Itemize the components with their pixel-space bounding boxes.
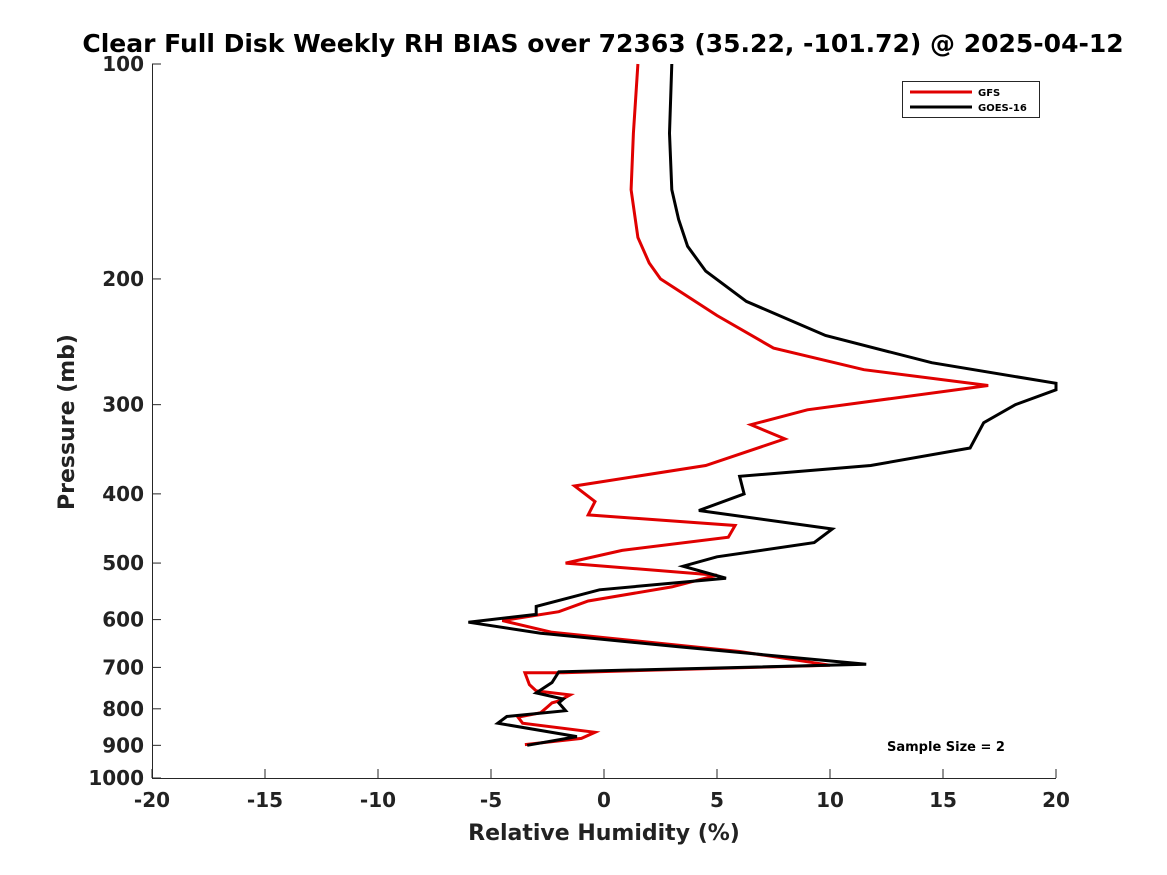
y-axis-label: Pressure (mb) xyxy=(55,334,80,510)
sample-size-annotation: Sample Size = 2 xyxy=(887,740,1005,755)
y-tick-label: 200 xyxy=(102,267,144,291)
y-tick-label: 500 xyxy=(102,551,144,575)
y-tick-label: 100 xyxy=(102,52,144,76)
series-lines xyxy=(468,63,1058,747)
x-tick-label: -10 xyxy=(360,788,396,812)
y-tick-label: 800 xyxy=(102,697,144,721)
x-tick-label: 0 xyxy=(597,788,611,812)
y-tick-label: 900 xyxy=(102,733,144,757)
y-tick-label: 1000 xyxy=(88,766,144,790)
x-tick-label: 20 xyxy=(1042,788,1070,812)
x-axis-label: Relative Humidity (%) xyxy=(468,821,740,846)
x-tick-label: 15 xyxy=(929,788,957,812)
y-tick-label: 700 xyxy=(102,655,144,679)
legend: GFS GOES-16 xyxy=(902,81,1040,118)
x-tick-label: -5 xyxy=(480,788,502,812)
legend-label-goes16: GOES-16 xyxy=(978,103,1027,114)
x-ticks: -20 -15 -10 -5 0 5 10 15 20 xyxy=(134,769,1070,812)
x-tick-label: -20 xyxy=(134,788,170,812)
legend-box xyxy=(902,81,1040,118)
series-line-goes16 xyxy=(468,63,1058,747)
x-tick-label: 5 xyxy=(710,788,724,812)
x-tick-label: -15 xyxy=(247,788,283,812)
y-tick-label: 400 xyxy=(102,482,144,506)
y-ticks: 100 200 300 400 500 600 700 800 900 1000 xyxy=(88,52,161,790)
series-line-gfs xyxy=(501,63,989,747)
x-tick-label: 10 xyxy=(816,788,844,812)
y-tick-label: 600 xyxy=(102,608,144,632)
legend-label-gfs: GFS xyxy=(978,88,1000,99)
plot-axes xyxy=(152,64,1056,779)
chart-title: Clear Full Disk Weekly RH BIAS over 7236… xyxy=(82,29,1123,58)
y-tick-label: 300 xyxy=(102,393,144,417)
